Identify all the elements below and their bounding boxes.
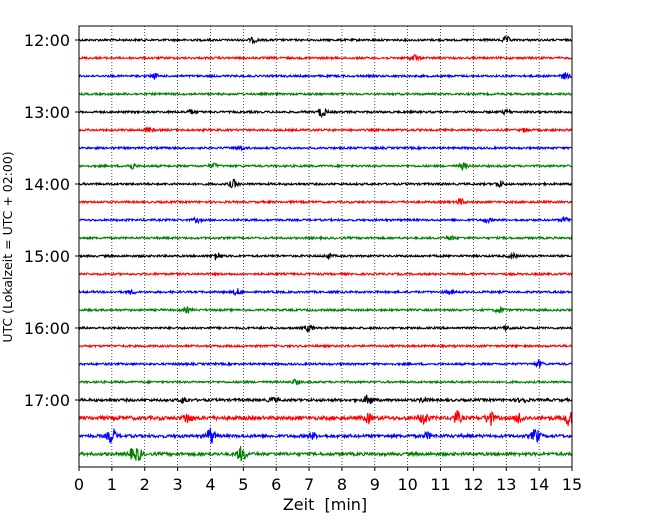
seismogram-trace <box>78 234 573 242</box>
x-tick-label: 13 <box>496 475 516 494</box>
x-axis-label: Zeit [min] <box>283 495 367 514</box>
x-tick-label: 2 <box>140 475 150 494</box>
seismogram-trace <box>78 215 573 225</box>
x-axis-ticks: 0 1 2 3 4 5 6 7 8 9 10 11 12 13 14 15 <box>74 467 582 494</box>
seismogram-trace <box>78 358 573 369</box>
x-tick-label: 5 <box>238 475 248 494</box>
seismogram-trace <box>78 35 573 45</box>
seismogram-trace <box>78 394 573 405</box>
y-tick-label: 16:00 <box>24 319 70 338</box>
plot-frame <box>78 25 573 468</box>
x-tick-label: 8 <box>337 475 347 494</box>
seismogram-trace <box>78 288 573 297</box>
seismogram-trace <box>78 446 573 462</box>
x-tick-label: 0 <box>74 475 84 494</box>
seismogram-trace <box>78 378 573 386</box>
x-tick-label: 1 <box>107 475 117 494</box>
seismogram-trace <box>78 125 573 134</box>
x-tick-label: 9 <box>370 475 380 494</box>
y-axis-ticks: 12:00 13:00 14:00 15:00 16:00 17:00 <box>24 31 79 410</box>
seismogram-trace <box>78 323 573 334</box>
x-tick-label: 6 <box>271 475 281 494</box>
seismogram-trace <box>78 162 573 172</box>
seismogram-trace <box>78 305 573 315</box>
seismogram-trace <box>78 144 573 152</box>
y-tick-label: 17:00 <box>24 391 70 410</box>
seismogram-trace <box>78 91 573 97</box>
y-tick-label: 15:00 <box>24 247 70 266</box>
x-tick-label: 10 <box>397 475 417 494</box>
seismogram-trace <box>78 427 573 444</box>
x-tick-label: 12 <box>463 475 483 494</box>
seismogram-trace <box>78 178 573 189</box>
x-tick-label: 3 <box>173 475 183 494</box>
x-tick-label: 4 <box>205 475 215 494</box>
y-tick-label: 13:00 <box>24 103 70 122</box>
seismogram-trace <box>78 271 573 277</box>
seismogram-trace <box>78 410 573 427</box>
seismogram-trace <box>78 108 573 119</box>
seismogram-trace <box>78 72 573 81</box>
seismogram-trace <box>78 251 573 261</box>
seismogram-traces <box>78 35 573 462</box>
y-tick-label: 12:00 <box>24 31 70 50</box>
x-tick-label: 7 <box>304 475 314 494</box>
y-axis-label: UTC (Lokalzeit = UTC + 02:00) <box>0 151 15 342</box>
seismogram-trace <box>78 53 573 62</box>
y-tick-label: 14:00 <box>24 175 70 194</box>
x-tick-label: 11 <box>430 475 450 494</box>
seismogram-trace <box>78 343 573 349</box>
x-tick-label: 14 <box>529 475 549 494</box>
x-tick-label: 15 <box>562 475 582 494</box>
seismogram-trace <box>78 198 573 205</box>
